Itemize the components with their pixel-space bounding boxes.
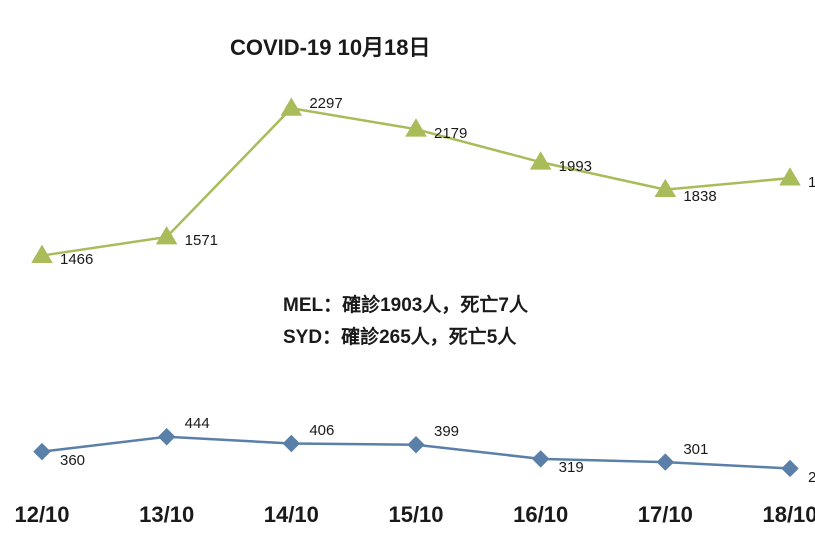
data-label: 265 — [808, 469, 815, 486]
data-label: 360 — [60, 452, 85, 469]
annotation-mel: MEL：確診1903人，死亡7人 — [283, 290, 528, 317]
x-axis-label: 14/10 — [264, 502, 319, 528]
x-axis-label: 18/10 — [762, 502, 815, 528]
annotation-syd: SYD：確診265人，死亡5人 — [283, 322, 516, 349]
data-label: 406 — [309, 422, 334, 439]
line-chart — [0, 0, 815, 549]
data-label: 319 — [559, 459, 584, 476]
data-label: 2179 — [434, 125, 467, 142]
x-axis-label: 15/10 — [388, 502, 443, 528]
data-label: 301 — [683, 441, 708, 458]
x-axis-label: 16/10 — [513, 502, 568, 528]
x-axis-label: 17/10 — [638, 502, 693, 528]
data-label: 1903 — [808, 174, 815, 191]
chart-title: COVID-19 10月18日 — [230, 30, 431, 62]
data-label: 444 — [185, 415, 210, 432]
data-label: 399 — [434, 423, 459, 440]
data-label: 1993 — [559, 158, 592, 175]
data-label: 1466 — [60, 251, 93, 268]
data-label: 1838 — [683, 188, 716, 205]
x-axis-label: 12/10 — [14, 502, 69, 528]
data-label: 2297 — [309, 95, 342, 112]
data-label: 1571 — [185, 232, 218, 249]
x-axis-label: 13/10 — [139, 502, 194, 528]
